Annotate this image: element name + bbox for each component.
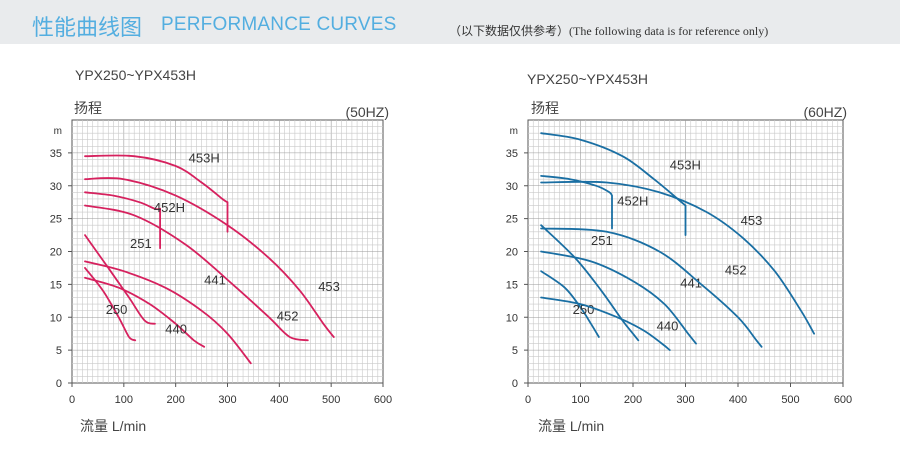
curve-251 xyxy=(84,234,156,325)
curve-label-452H: 452H xyxy=(154,200,185,215)
curve-label-453H: 453H xyxy=(189,151,220,166)
x-tick-label: 600 xyxy=(374,394,392,406)
curve-label-441: 441 xyxy=(204,272,226,287)
curve-452 xyxy=(540,227,763,348)
curve-label-251: 251 xyxy=(130,236,152,251)
y-tick-label: 5 xyxy=(56,345,62,357)
curve-label-250: 250 xyxy=(106,302,128,317)
curve-label-452H: 452H xyxy=(617,193,648,208)
x-tick-label: 500 xyxy=(322,394,340,406)
x-tick-label: 600 xyxy=(834,394,852,406)
y-tick-label: 25 xyxy=(506,214,518,226)
curve-440 xyxy=(84,276,206,348)
curve-441 xyxy=(540,250,697,345)
frequency-label: (50HZ) xyxy=(345,104,389,120)
chart-title: YPX250~YPX453H xyxy=(527,71,648,87)
curve-label-453: 453 xyxy=(741,213,763,228)
y-unit-label: m xyxy=(510,126,518,137)
curve-251 xyxy=(540,224,640,342)
x-tick-label: 200 xyxy=(166,394,184,406)
y-unit-label: m xyxy=(54,126,62,137)
page-title-en: PERFORMANCE CURVES xyxy=(161,14,397,35)
x-tick-label: 400 xyxy=(270,394,288,406)
curve-label-440: 440 xyxy=(165,322,187,337)
y-tick-label: 35 xyxy=(50,148,62,160)
curve-440 xyxy=(540,296,671,351)
x-tick-label: 500 xyxy=(781,394,799,406)
curve-250 xyxy=(540,270,600,338)
y-tick-label: 15 xyxy=(50,279,62,291)
curve-label-453: 453 xyxy=(318,279,340,294)
curve-label-453H: 453H xyxy=(670,157,701,172)
y-tick-label: 10 xyxy=(50,312,62,324)
reference-note: （以下数据仅供参考）(The following data is for ref… xyxy=(449,24,769,38)
curve-label-440: 440 xyxy=(657,318,679,333)
curve-label-452: 452 xyxy=(277,309,299,324)
y-tick-label: 20 xyxy=(50,247,62,259)
y-tick-label: 10 xyxy=(506,312,518,324)
curve-441 xyxy=(84,260,252,365)
chart-title: YPX250~YPX453H xyxy=(75,67,196,83)
x-tick-label: 300 xyxy=(676,394,694,406)
y-tick-label: 15 xyxy=(506,279,518,291)
x-tick-label: 400 xyxy=(729,394,747,406)
x-tick-label: 200 xyxy=(624,394,642,406)
y-tick-label: 0 xyxy=(512,378,518,390)
curve-452 xyxy=(84,204,309,342)
curve-452H xyxy=(540,175,613,230)
frequency-label: (60HZ) xyxy=(803,104,847,120)
y-tick-label: 30 xyxy=(50,181,62,193)
y-axis-label: 扬程 xyxy=(74,100,102,116)
y-tick-label: 0 xyxy=(56,378,62,390)
curve-label-251: 251 xyxy=(591,233,613,248)
curve-453 xyxy=(540,180,815,335)
x-tick-label: 0 xyxy=(69,394,75,406)
x-axis-label: 流量 L/min xyxy=(80,418,146,434)
curve-453H xyxy=(540,132,687,236)
y-tick-label: 30 xyxy=(506,181,518,193)
page-title-cn: 性能曲线图 xyxy=(32,16,143,41)
x-tick-label: 0 xyxy=(525,394,531,406)
x-tick-label: 100 xyxy=(115,394,133,406)
x-axis-label: 流量 L/min xyxy=(538,418,604,434)
chart-50hz: 0 100 200 300 400 500 600 0 5 10 15 20 25 30 35 m YPX250… xyxy=(50,67,392,434)
curve-453 xyxy=(84,177,335,338)
y-tick-label: 5 xyxy=(512,345,518,357)
curve-452H xyxy=(84,191,161,250)
chart-60hz: 0 100 200 300 400 500 600 0 5 10 15 20 25 30 35 m YPX250… xyxy=(506,71,852,434)
curve-453H xyxy=(84,154,229,233)
x-tick-label: 300 xyxy=(218,394,236,406)
curve-250 xyxy=(84,267,137,342)
y-axis-label: 扬程 xyxy=(531,100,559,116)
curve-label-452: 452 xyxy=(725,263,747,278)
x-tick-label: 100 xyxy=(571,394,589,406)
header-bar: 性能曲线图 PERFORMANCE CURVES （以下数据仅供参考）(The … xyxy=(0,0,900,44)
y-tick-label: 35 xyxy=(506,148,518,160)
y-tick-label: 25 xyxy=(50,214,62,226)
y-tick-label: 20 xyxy=(506,247,518,259)
